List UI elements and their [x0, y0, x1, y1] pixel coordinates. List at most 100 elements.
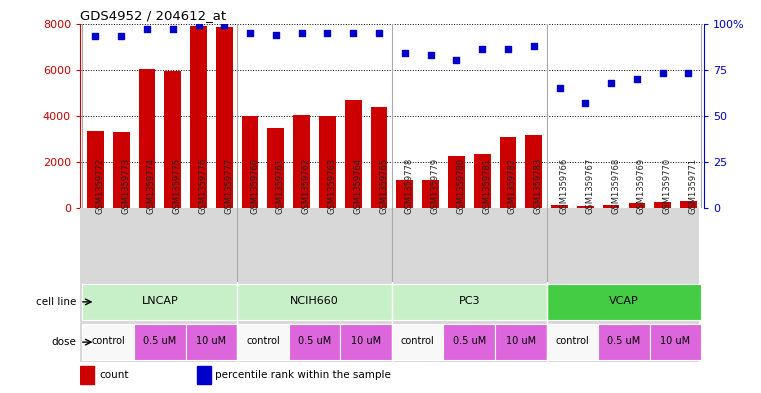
Bar — [546, 284, 702, 320]
Point — [527, 42, 540, 49]
Bar — [396, 180, 413, 208]
Bar — [546, 324, 598, 360]
Text: GSM1359781: GSM1359781 — [482, 158, 491, 214]
Bar — [82, 324, 134, 360]
Bar — [680, 200, 697, 208]
Point — [399, 50, 411, 56]
Bar — [392, 324, 444, 360]
Text: 0.5 uM: 0.5 uM — [143, 336, 177, 346]
Point — [605, 79, 617, 86]
Text: percentile rank within the sample: percentile rank within the sample — [215, 370, 391, 380]
Text: PC3: PC3 — [459, 296, 480, 306]
Point — [167, 26, 179, 32]
Bar — [113, 132, 129, 208]
Text: 0.5 uM: 0.5 uM — [607, 336, 641, 346]
Point — [193, 22, 205, 29]
Text: control: control — [91, 336, 125, 346]
Text: count: count — [100, 370, 129, 380]
Bar — [654, 202, 671, 208]
Point — [501, 46, 514, 53]
Text: GSM1359761: GSM1359761 — [276, 158, 285, 214]
Point — [89, 33, 101, 40]
Point — [295, 29, 307, 36]
Text: control: control — [401, 336, 435, 346]
Text: GSM1359768: GSM1359768 — [611, 158, 620, 214]
Text: GSM1359772: GSM1359772 — [95, 158, 104, 214]
Bar — [190, 26, 207, 208]
Point — [476, 46, 489, 53]
Text: VCAP: VCAP — [609, 296, 639, 306]
Text: 0.5 uM: 0.5 uM — [453, 336, 486, 346]
Text: GSM1359780: GSM1359780 — [457, 158, 466, 214]
Text: 10 uM: 10 uM — [661, 336, 691, 346]
Bar — [186, 324, 237, 360]
Point — [347, 29, 359, 36]
Text: GSM1359767: GSM1359767 — [585, 158, 594, 214]
Point — [683, 70, 695, 77]
Text: GSM1359773: GSM1359773 — [121, 158, 130, 214]
Text: GSM1359770: GSM1359770 — [663, 158, 672, 214]
Bar — [474, 154, 491, 208]
Bar — [164, 71, 181, 208]
Bar — [499, 136, 516, 208]
Bar — [237, 324, 288, 360]
Point — [373, 29, 385, 36]
Bar — [392, 284, 546, 320]
Text: 0.5 uM: 0.5 uM — [298, 336, 331, 346]
Text: cell line: cell line — [36, 297, 76, 307]
Bar — [237, 284, 392, 320]
Text: GSM1359779: GSM1359779 — [431, 158, 440, 214]
Point — [115, 33, 127, 40]
Bar — [598, 324, 650, 360]
Bar — [371, 107, 387, 208]
Bar — [82, 284, 237, 320]
Text: GSM1359775: GSM1359775 — [173, 158, 182, 214]
Point — [657, 70, 669, 77]
Point — [270, 31, 282, 38]
Bar — [319, 116, 336, 208]
Point — [425, 52, 437, 58]
Text: LNCAP: LNCAP — [142, 296, 178, 306]
Text: 10 uM: 10 uM — [506, 336, 536, 346]
Bar — [650, 324, 702, 360]
Text: GSM1359778: GSM1359778 — [405, 158, 414, 214]
Text: GSM1359763: GSM1359763 — [327, 158, 336, 214]
Text: GSM1359782: GSM1359782 — [508, 158, 517, 214]
Point — [451, 57, 463, 64]
Text: GDS4952 / 204612_at: GDS4952 / 204612_at — [80, 9, 226, 22]
Text: 10 uM: 10 uM — [351, 336, 381, 346]
Point — [579, 100, 591, 106]
Bar — [242, 116, 259, 208]
Text: GSM1359771: GSM1359771 — [689, 158, 697, 214]
Text: GSM1359764: GSM1359764 — [353, 158, 362, 214]
Bar — [525, 135, 542, 208]
Text: GSM1359776: GSM1359776 — [199, 158, 208, 214]
Bar — [422, 180, 439, 208]
Bar — [345, 100, 361, 208]
Text: GSM1359762: GSM1359762 — [301, 158, 310, 214]
Text: NCIH660: NCIH660 — [290, 296, 339, 306]
Point — [218, 22, 231, 29]
Bar — [216, 27, 233, 208]
Text: GSM1359774: GSM1359774 — [147, 158, 156, 214]
Bar — [80, 366, 94, 384]
Bar — [603, 204, 619, 208]
Bar — [629, 204, 645, 208]
Bar — [288, 324, 340, 360]
Bar — [495, 324, 546, 360]
Text: control: control — [556, 336, 589, 346]
Point — [553, 85, 565, 91]
Bar — [293, 115, 310, 208]
Point — [141, 26, 153, 32]
Bar — [551, 204, 568, 208]
Bar — [139, 68, 155, 208]
Text: dose: dose — [51, 337, 76, 347]
Bar — [577, 206, 594, 208]
Bar — [134, 324, 186, 360]
Point — [631, 76, 643, 82]
Bar — [268, 129, 285, 208]
Point — [321, 29, 333, 36]
Text: GSM1359765: GSM1359765 — [379, 158, 388, 214]
Text: GSM1359783: GSM1359783 — [533, 158, 543, 214]
Text: 10 uM: 10 uM — [196, 336, 227, 346]
